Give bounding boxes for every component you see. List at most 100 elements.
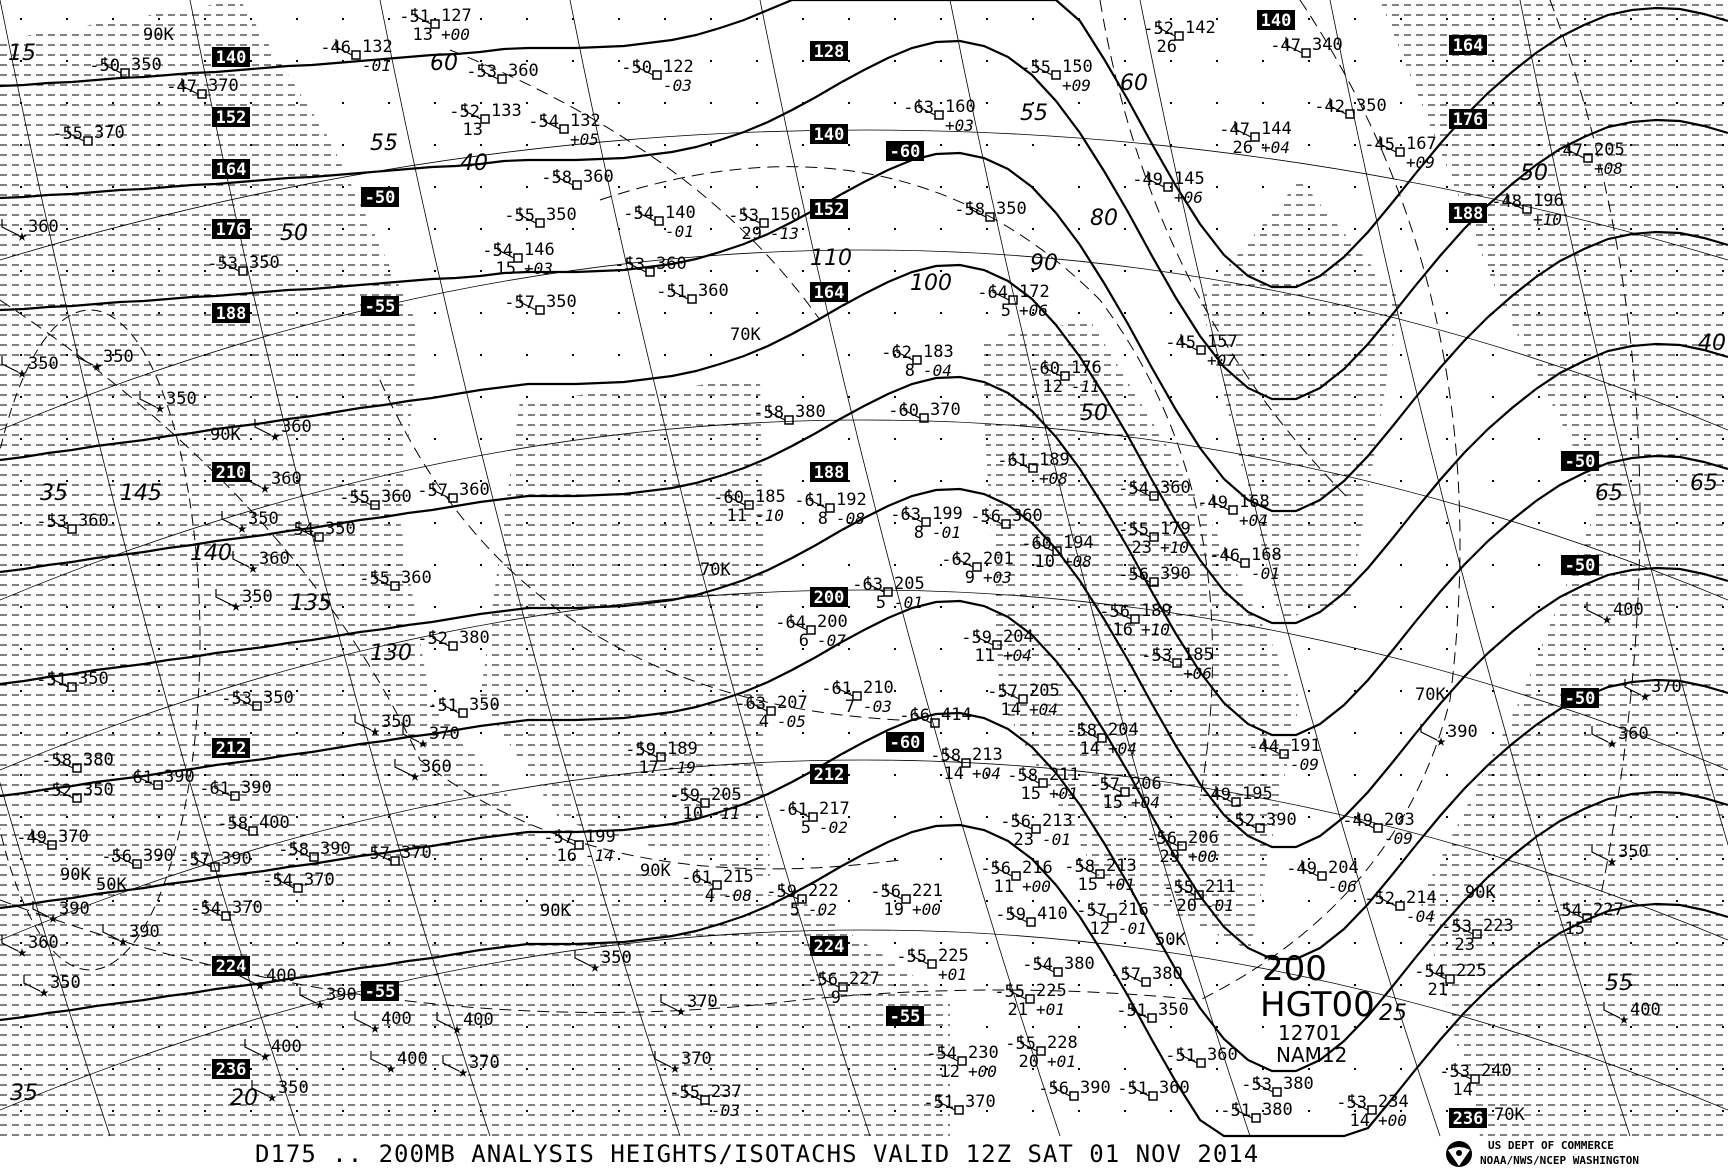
wind-barb-icon: [911, 948, 929, 965]
station-temp: -58: [1007, 766, 1038, 786]
station-temp: -55: [52, 124, 83, 144]
station-plot: -53 223 23: [1441, 916, 1513, 955]
station-plot: ★ 360: [232, 549, 290, 578]
station-dewpoint-depression: 21: [1428, 980, 1448, 1000]
svg-text:212: 212: [814, 765, 845, 785]
station-height: 213: [972, 745, 1003, 765]
star-icon: ★: [1619, 1009, 1629, 1029]
star-icon: ★: [92, 356, 102, 376]
station-temp: -58: [278, 840, 309, 860]
station-height-change: +04: [1108, 739, 1137, 758]
station-plot: -53 360: [614, 254, 687, 277]
wind-barb-icon: [31, 829, 49, 846]
station-plot: -55 228 20 +01: [1005, 1033, 1077, 1072]
isotach-label: 50: [1520, 161, 1548, 186]
wind-barb-icon: [394, 759, 412, 776]
station-plot: ★ 350: [574, 948, 632, 977]
isotach-label: 90: [1030, 251, 1058, 276]
station-height-change: +08: [1063, 552, 1092, 571]
svg-text:35: 35: [40, 481, 68, 506]
station-plot: -54 132+05: [528, 111, 600, 149]
station-dewpoint-depression: 15: [1103, 793, 1123, 813]
station-dewpoint-depression: 13: [413, 25, 433, 45]
wind-barb-icon: [654, 1051, 672, 1068]
station-height: 145: [1174, 169, 1205, 189]
station-plot: ★ 360: [254, 417, 312, 446]
svg-text:50: 50: [280, 221, 308, 246]
station-height: 370: [208, 76, 239, 96]
station-height: 199: [932, 504, 963, 524]
isotach-label: 100: [910, 271, 952, 296]
isotach-label: 130: [370, 641, 412, 666]
station-plot: -55 360: [339, 487, 412, 510]
station-temp: -57: [543, 828, 574, 848]
meridian: [949, 0, 1251, 1137]
wind-barb-icon: [1506, 193, 1524, 210]
station-temp: -55: [504, 206, 535, 226]
station-height: 350: [242, 587, 273, 607]
station-temp: -56: [980, 859, 1011, 879]
svg-text:-55: -55: [890, 1007, 921, 1027]
station-temp: -56: [1118, 565, 1149, 585]
station-temp: -56: [1146, 829, 1177, 849]
meridian: [1329, 0, 1631, 1137]
station-plot: -47 370: [166, 76, 239, 99]
station-dewpoint-depression: 6: [799, 631, 809, 651]
station-plot: -45 157+07: [1165, 332, 1237, 370]
wind-barb-icon: [481, 63, 499, 80]
station-height: 390: [320, 839, 351, 859]
station-temp: -54: [1551, 901, 1582, 921]
svg-text:176: 176: [1453, 110, 1484, 130]
height-contour-label: 188: [810, 462, 848, 483]
wind-barb-icon: [1125, 966, 1143, 983]
station-plot: -56 360: [970, 506, 1043, 529]
station-height-change: +08: [1039, 469, 1068, 488]
map-footer: D175 .. 200MB ANALYSIS HEIGHTS/ISOTACHS …: [0, 1138, 1728, 1171]
isotach-label: 110: [810, 246, 852, 271]
star-icon: ★: [418, 733, 428, 753]
height-contour-label: 188: [212, 303, 250, 324]
station-height: 227: [1593, 900, 1624, 920]
wind-barb-icon: [750, 695, 768, 712]
wind-barb-icon: [1263, 738, 1281, 755]
wind-barb-icon: [1567, 142, 1585, 159]
station-dewpoint-depression: 29: [742, 224, 762, 244]
wind-barb-icon: [1053, 1080, 1071, 1097]
station-plot: -52 350: [41, 780, 114, 803]
station-temp: -49: [1200, 785, 1231, 805]
svg-text:55: 55: [1605, 971, 1633, 996]
station-height-change: +03: [983, 568, 1012, 587]
station-plot: -58 360: [541, 167, 614, 190]
isotherm-label: -50: [1561, 451, 1599, 472]
isotherm-label: -55: [361, 981, 399, 1002]
wind-barb-icon: [254, 419, 272, 436]
station-temp: -51: [923, 1093, 954, 1113]
station-height-change: +01: [1036, 1000, 1065, 1019]
wind-barb-icon: [205, 900, 223, 917]
wind-barb-icon: [232, 551, 250, 568]
station-height: 132: [362, 37, 393, 57]
svg-text:188: 188: [814, 463, 845, 483]
height-contour-label: 236: [212, 1059, 250, 1080]
wind-barb-icon: [23, 975, 41, 992]
station-temp: -60: [713, 488, 744, 508]
wind-barb-icon: [1212, 494, 1230, 511]
station-plot: -56 206 29 +00: [1146, 828, 1218, 867]
station-temp: -62: [881, 343, 912, 363]
wind-barb-icon: [1161, 830, 1179, 847]
station-plot: -58 211 15 +01: [1007, 765, 1079, 804]
wind-barb-icon: [222, 255, 240, 272]
station-height: 380: [1064, 954, 1095, 974]
svg-text:-60: -60: [890, 733, 921, 753]
wind-barb-icon: [194, 851, 212, 868]
star-icon: ★: [260, 478, 270, 498]
station-plot: ★ 400: [370, 1049, 428, 1078]
station-plot: -60 176 12 -11: [1029, 358, 1101, 397]
contour-labels: 1401521641761882102122242361281401521641…: [212, 10, 1599, 1129]
station-height: 222: [808, 881, 839, 901]
isotach-line: [0, 299, 901, 870]
wind-barb-icon: [867, 576, 885, 593]
svg-text:-50: -50: [1565, 452, 1596, 472]
station-height: 360: [381, 487, 412, 507]
station-height: 350: [1356, 96, 1387, 116]
